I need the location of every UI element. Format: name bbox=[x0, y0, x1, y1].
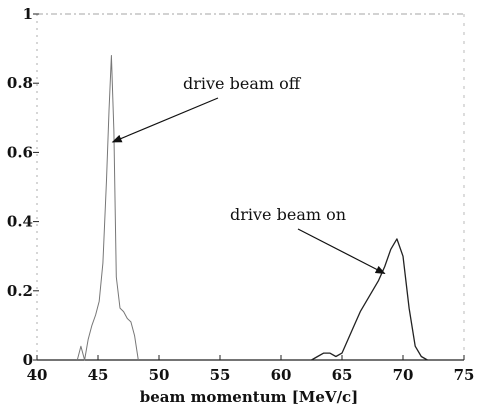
y-tick-label-4: 0.8 bbox=[7, 74, 33, 92]
annotation-arrow-1 bbox=[297, 228, 386, 275]
series-line-1 bbox=[311, 238, 428, 361]
y-tick-label-2: 0.4 bbox=[7, 213, 33, 231]
y-tick-label-5: 1 bbox=[23, 5, 33, 23]
x-tick-label-55: 55 bbox=[210, 366, 231, 384]
y-tick-label-3: 0.6 bbox=[7, 143, 33, 161]
y-tick-label-0: 0 bbox=[23, 351, 33, 369]
axes bbox=[36, 13, 465, 361]
x-tick-label-60: 60 bbox=[271, 366, 292, 384]
x-tick-label-75: 75 bbox=[454, 366, 475, 384]
x-axis-label: beam momentum [MeV/c] bbox=[140, 388, 359, 406]
x-tick-label-65: 65 bbox=[332, 366, 353, 384]
series-group bbox=[76, 55, 428, 361]
ticks-group: 40 45 50 55 60 65 70 75 0 0.2 0.4 0.6 0.8 1 bbox=[7, 5, 475, 384]
series-line-0 bbox=[76, 55, 139, 361]
x-tick-label-70: 70 bbox=[393, 366, 414, 384]
y-tick-label-1: 0.2 bbox=[7, 282, 33, 300]
annotations-group: drive beam off drive beam on bbox=[111, 74, 386, 275]
x-tick-label-45: 45 bbox=[88, 366, 109, 384]
annotation-arrow-0 bbox=[111, 97, 219, 143]
annotation-text-1: drive beam on bbox=[230, 205, 346, 224]
x-tick-label-40: 40 bbox=[27, 366, 48, 384]
x-tick-label-50: 50 bbox=[149, 366, 170, 384]
annotation-text-0: drive beam off bbox=[183, 74, 302, 93]
